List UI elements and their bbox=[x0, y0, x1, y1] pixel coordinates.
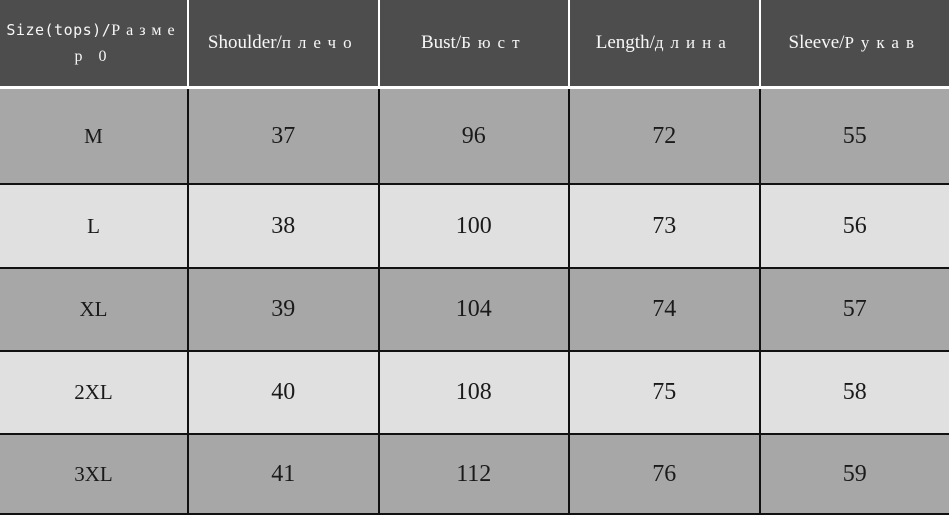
header-cell-shoulder-text: Shoulder/плечо bbox=[208, 30, 359, 57]
size-label: M bbox=[84, 123, 103, 148]
shoulder-value: 41 bbox=[271, 460, 296, 487]
shoulder-cell: 40 bbox=[187, 352, 378, 433]
header-length-cyrillic: длина bbox=[654, 32, 733, 52]
header-cell-size-text: Size(tops)/Размер 0 bbox=[5, 17, 182, 70]
header-sleeve-latin: Sleeve/ bbox=[788, 31, 845, 53]
header-length-latin: Length/ bbox=[595, 31, 655, 53]
sleeve-value: 58 bbox=[842, 379, 867, 405]
shoulder-value: 37 bbox=[271, 122, 296, 149]
shoulder-value: 39 bbox=[271, 296, 296, 322]
shoulder-value: 38 bbox=[271, 212, 296, 239]
sleeve-value: 56 bbox=[842, 212, 867, 239]
bust-value: 100 bbox=[455, 212, 492, 239]
header-cell-bust: Bust/Бюст bbox=[377, 0, 569, 86]
shoulder-cell: 41 bbox=[187, 435, 378, 513]
sleeve-cell: 56 bbox=[758, 185, 949, 267]
header-cell-bust-text: Bust/Бюст bbox=[421, 30, 527, 57]
sleeve-cell: 59 bbox=[758, 435, 949, 513]
length-value: 73 bbox=[652, 212, 677, 239]
shoulder-cell: 38 bbox=[187, 185, 378, 267]
length-cell: 74 bbox=[568, 269, 759, 350]
length-value: 74 bbox=[652, 296, 677, 322]
sleeve-value: 59 bbox=[842, 460, 867, 487]
data-row-2xl: 2XL 40 108 75 58 bbox=[0, 350, 949, 433]
bust-value: 96 bbox=[461, 122, 486, 149]
length-cell: 73 bbox=[568, 185, 759, 267]
sleeve-cell: 58 bbox=[758, 352, 949, 433]
shoulder-value: 40 bbox=[271, 379, 296, 405]
bust-cell: 100 bbox=[377, 185, 569, 267]
header-cell-shoulder: Shoulder/плечо bbox=[187, 0, 378, 86]
length-cell: 76 bbox=[568, 435, 759, 513]
header-cell-sleeve-text: Sleeve/Рукав bbox=[789, 30, 921, 57]
length-value: 75 bbox=[652, 379, 677, 405]
size-cell: 2XL bbox=[0, 352, 187, 433]
header-bust-latin: Bust/ bbox=[420, 31, 462, 53]
header-cell-length: Length/длина bbox=[568, 0, 759, 86]
header-size-latin: Size(tops)/ bbox=[6, 20, 112, 39]
length-value: 72 bbox=[652, 122, 677, 149]
bust-value: 104 bbox=[455, 296, 492, 322]
header-cell-size: Size(tops)/Размер 0 bbox=[0, 0, 187, 86]
header-sleeve-cyrillic: Рукав bbox=[844, 32, 921, 52]
header-row: Size(tops)/Размер 0 Shoulder/плечо Bust/… bbox=[0, 0, 949, 89]
header-cell-sleeve: Sleeve/Рукав bbox=[758, 0, 949, 86]
bust-value: 112 bbox=[456, 460, 492, 487]
sleeve-cell: 55 bbox=[758, 89, 949, 183]
header-size-cyrillic: Размер 0 bbox=[74, 21, 181, 65]
bust-value: 108 bbox=[455, 379, 492, 405]
size-label: XL bbox=[79, 297, 108, 321]
header-cell-length-text: Length/длина bbox=[596, 30, 733, 57]
data-row-m: M 37 96 72 55 bbox=[0, 89, 949, 183]
data-row-l: L 38 100 73 56 bbox=[0, 183, 949, 267]
sleeve-cell: 57 bbox=[758, 269, 949, 350]
header-shoulder-cyrillic: плечо bbox=[281, 32, 359, 52]
size-cell: 3XL bbox=[0, 435, 187, 513]
sleeve-value: 57 bbox=[842, 296, 867, 322]
size-label: 2XL bbox=[74, 380, 113, 404]
length-value: 76 bbox=[652, 460, 677, 487]
size-cell: XL bbox=[0, 269, 187, 350]
header-shoulder-latin: Shoulder/ bbox=[207, 31, 282, 53]
data-row-xl: XL 39 104 74 57 bbox=[0, 267, 949, 350]
size-cell: M bbox=[0, 89, 187, 183]
shoulder-cell: 37 bbox=[187, 89, 378, 183]
size-cell: L bbox=[0, 185, 187, 267]
bust-cell: 104 bbox=[377, 269, 569, 350]
size-label: 3XL bbox=[74, 461, 113, 486]
bust-cell: 112 bbox=[377, 435, 569, 513]
shoulder-cell: 39 bbox=[187, 269, 378, 350]
sleeve-value: 55 bbox=[842, 122, 867, 149]
length-cell: 75 bbox=[568, 352, 759, 433]
bust-cell: 96 bbox=[377, 89, 569, 183]
size-label: L bbox=[87, 213, 100, 238]
bust-cell: 108 bbox=[377, 352, 569, 433]
length-cell: 72 bbox=[568, 89, 759, 183]
data-row-3xl: 3XL 41 112 76 59 bbox=[0, 433, 949, 515]
header-bust-cyrillic: Бюст bbox=[461, 32, 527, 52]
